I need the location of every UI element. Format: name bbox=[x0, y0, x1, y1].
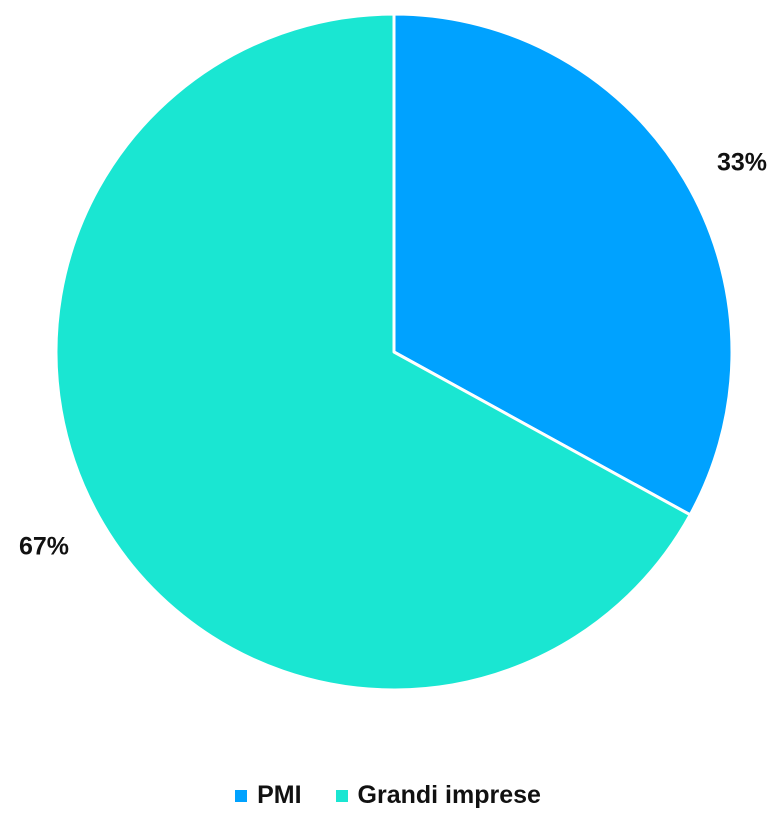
legend-label-grandi-imprese: Grandi imprese bbox=[357, 781, 541, 809]
data-label-pmi: 33% bbox=[717, 149, 767, 177]
data-label-grandi-imprese: 67% bbox=[19, 533, 69, 561]
legend-item-grandi-imprese: Grandi imprese bbox=[335, 781, 541, 809]
legend-swatch-pmi bbox=[235, 789, 248, 802]
legend-swatch-grandi-imprese bbox=[335, 789, 348, 802]
pie-slice-pmi bbox=[392, 12, 734, 517]
legend-label-pmi: PMI bbox=[257, 781, 302, 809]
pie-chart: 33% 67% bbox=[19, 12, 767, 692]
pie-slice-grandi-imprese bbox=[54, 12, 692, 692]
legend-item-pmi: PMI bbox=[235, 781, 302, 809]
legend: PMI Grandi imprese bbox=[0, 783, 776, 808]
